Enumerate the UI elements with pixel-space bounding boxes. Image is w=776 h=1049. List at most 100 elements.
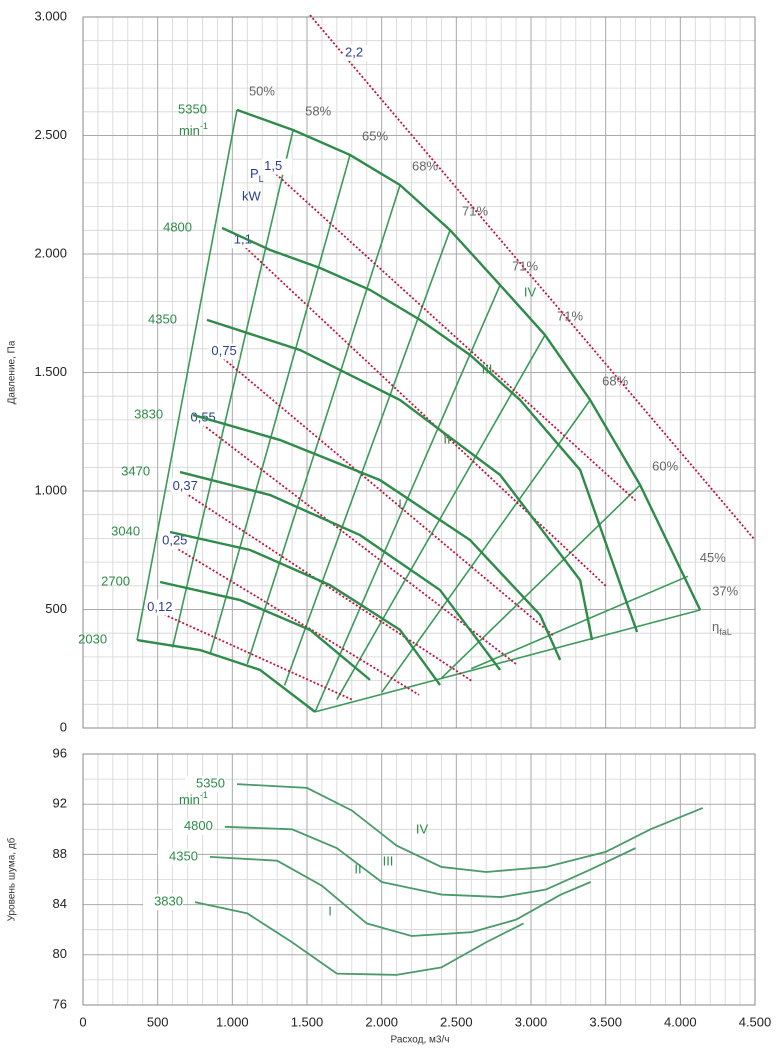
x-tick-label: 4.000 [664,1014,697,1029]
y-tick-label: 3.000 [34,8,67,23]
efficiency-label: 58% [305,103,331,118]
y-tick-label: 92 [53,796,67,811]
y-axis-label: Уровень шума, дб [6,837,18,921]
sub: L [259,174,264,184]
speed-label: 3830 [134,406,163,421]
curve [206,318,594,641]
x-tick-label: 3.000 [515,1014,548,1029]
y-tick-label: 76 [53,996,67,1011]
label-bg [143,894,183,911]
label-bg [184,776,225,793]
speed-label: 2700 [101,573,130,588]
curve [192,413,562,661]
power-line [216,352,554,637]
zone-label: III [482,361,493,376]
y-tick-label: 1.000 [34,482,67,497]
efficiency-line [246,184,401,665]
power-label: 0,37 [173,478,198,493]
text: P [250,166,259,181]
x-tick-label: 3.500 [589,1014,622,1029]
curve [136,638,316,713]
y-tick-label: 88 [53,846,67,861]
efficiency-label: 68% [602,373,628,388]
power-line [152,608,353,701]
speed-label: 3830 [154,894,183,909]
power-label: 0,25 [162,533,187,548]
efficiency-label: 60% [652,459,678,474]
curve [179,470,502,671]
y-tick-label: 80 [53,946,67,961]
x-tick-label: 4.500 [739,1014,772,1029]
y-tick-label: 96 [53,745,67,760]
label: min-1 [179,790,208,807]
label-bg [160,533,191,550]
x-tick-label: 2.500 [440,1014,473,1029]
efficiency-line [470,575,689,670]
efficiency-line [209,154,351,655]
label: min-1 [179,121,208,138]
curve [236,783,704,873]
power-line [195,419,517,665]
power-label: 1,5 [264,158,282,173]
efficiency-line [136,109,238,641]
label-bg [209,343,240,360]
zone-label: I [328,903,332,918]
label-bg [157,848,198,865]
curve [236,108,702,611]
speed-label: 4800 [163,219,192,234]
power-label: 0,75 [211,343,236,358]
text: η [712,619,719,634]
label-bg [170,478,201,495]
speed-label: 4800 [184,818,213,833]
x-axis-label: Расход, м3/ч [391,1035,450,1046]
x-tick-label: 2.000 [365,1014,398,1029]
speed-label: 3040 [111,523,140,538]
speed-label: 5350 [178,101,207,116]
x-tick-label: 1.500 [291,1014,324,1029]
text: min [179,123,200,138]
speed-label: 3470 [121,463,150,478]
power-unit: kW [242,188,262,203]
efficiency-line [336,334,546,700]
efficiency-line [171,129,294,648]
speed-label: 5350 [196,776,225,791]
label-bg [172,818,213,835]
power-label: 0,12 [147,599,172,614]
efficiency-label: 65% [362,128,388,143]
zone-label: III [383,853,394,868]
label-bg [145,599,176,616]
y-tick-label: 2.000 [34,245,67,260]
curve [169,530,442,686]
y-axis-label: Давление, Па [7,340,18,404]
plot-frame [82,753,756,1006]
efficiency-label: 45% [700,550,726,565]
x-tick-label: 0 [79,1014,86,1029]
speed-label: 4350 [169,848,198,863]
zone-label: IV [524,284,537,299]
curve [209,856,592,937]
efficiency-label: 68% [412,158,438,173]
efficiency-label: 71% [512,258,538,273]
efficiency-line [440,484,641,679]
label-bg [262,158,293,175]
curve [194,901,524,976]
zone-label: II [443,431,450,446]
y-tick-label: 2.500 [34,127,67,142]
efficiency-label: 50% [249,83,275,98]
zone-label: IV [416,821,429,836]
y-tick-label: 0 [60,719,67,734]
x-tick-label: 500 [147,1014,169,1029]
speed-label: 4350 [148,311,177,326]
curve [221,226,639,633]
label: ηfaL [712,619,732,637]
efficiency-label: 71% [557,308,583,323]
sup: -1 [200,121,208,131]
y-tick-label: 1.500 [34,364,67,379]
zone-label: I [398,496,402,511]
label-bg [342,45,373,62]
power-label: 2,2 [345,45,363,60]
text: min [179,793,200,808]
efficiency-label: 37% [712,583,738,598]
